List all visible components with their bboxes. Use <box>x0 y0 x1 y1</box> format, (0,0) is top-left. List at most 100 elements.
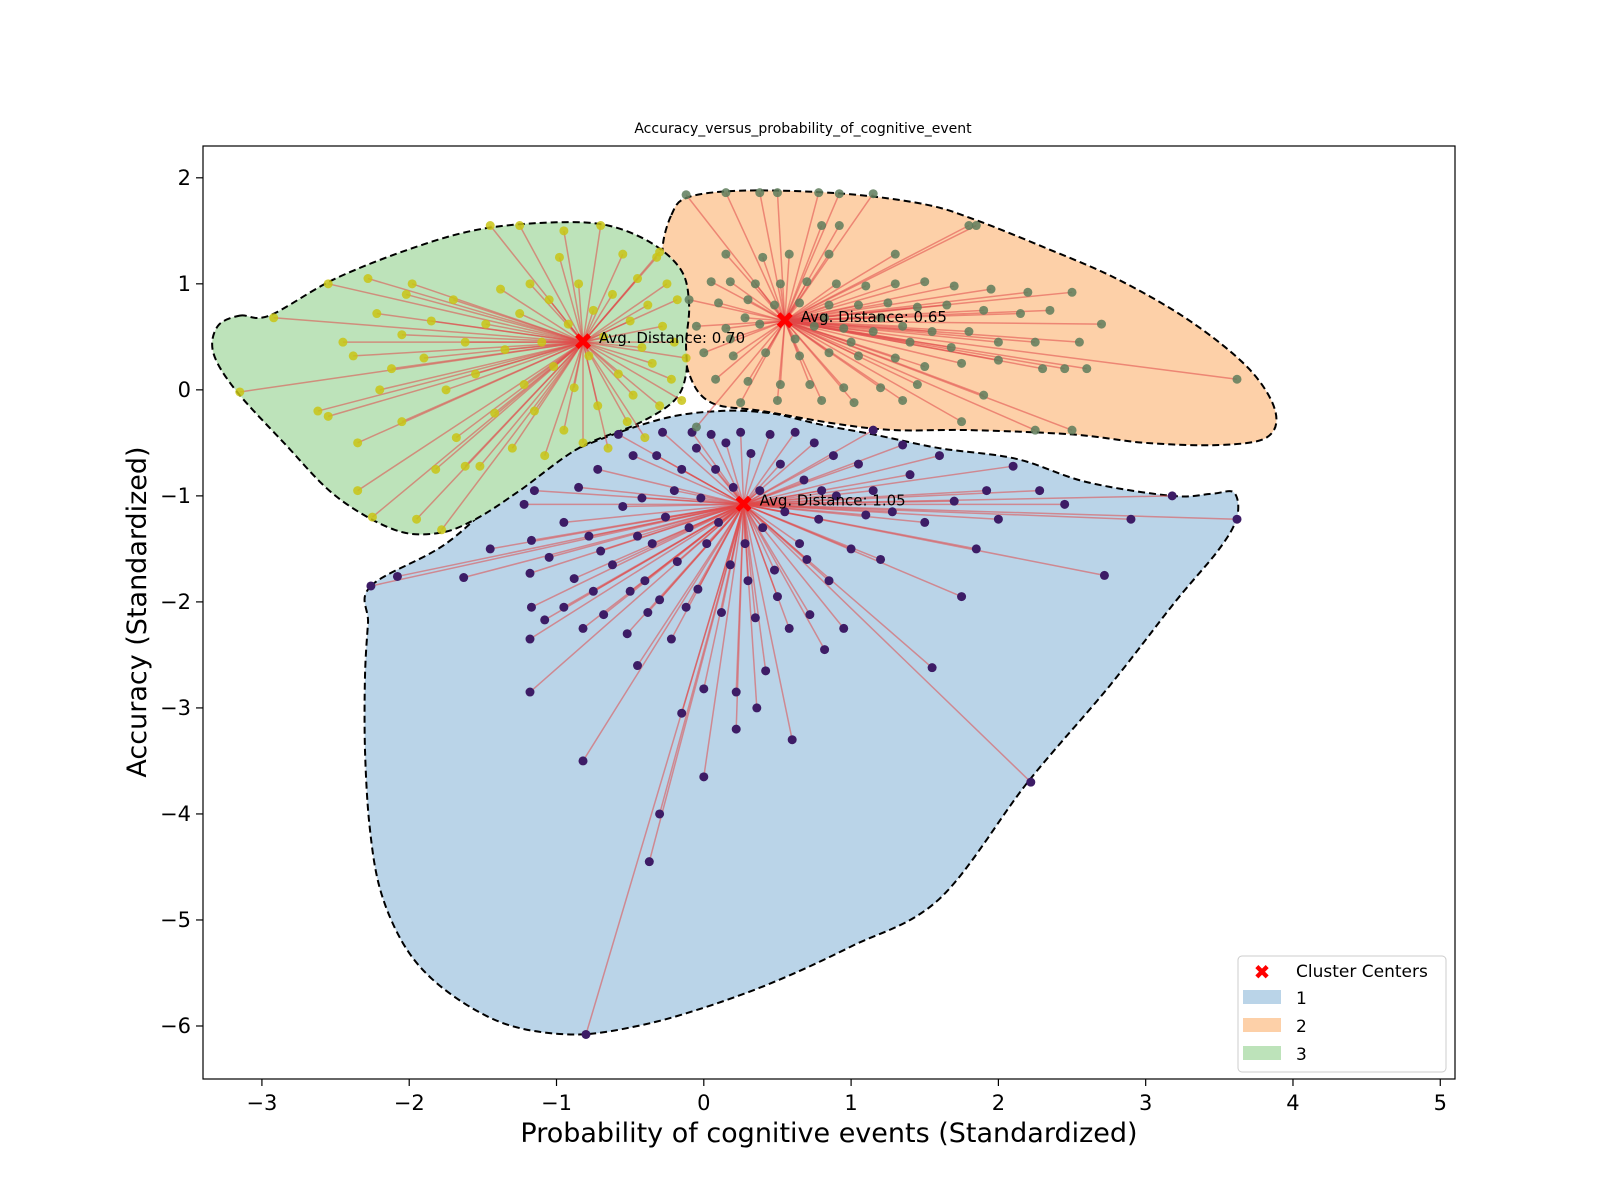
spoke-cluster-3 <box>582 341 672 380</box>
spoke-cluster-1 <box>597 468 744 506</box>
legend-center-marker: ✖ <box>1254 960 1271 984</box>
cluster-center-marker-2: ✖ <box>775 307 795 335</box>
data-point-cluster-1 <box>728 482 738 492</box>
data-point-cluster-3 <box>515 221 525 231</box>
spoke-cluster-3 <box>582 341 683 402</box>
data-point-cluster-3 <box>470 369 480 379</box>
data-point-cluster-1 <box>696 493 706 503</box>
spoke-cluster-3 <box>485 323 584 343</box>
avg-distance-label-1: Avg. Distance: 1.05 <box>760 491 906 509</box>
spoke-cluster-1 <box>703 504 745 777</box>
spoke-cluster-1 <box>743 442 815 505</box>
data-point-cluster-3 <box>372 309 382 319</box>
data-point-cluster-1 <box>596 546 606 556</box>
data-point-cluster-2 <box>790 334 800 344</box>
data-point-cluster-3 <box>677 395 687 405</box>
spoke-cluster-3 <box>582 251 661 343</box>
spoke-cluster-1 <box>700 497 744 506</box>
spoke-cluster-2 <box>759 192 786 322</box>
data-point-cluster-2 <box>740 313 750 323</box>
data-point-cluster-3 <box>460 461 470 471</box>
data-point-cluster-2 <box>775 380 785 390</box>
data-point-cluster-2 <box>834 221 844 231</box>
spoke-cluster-1 <box>622 503 744 508</box>
data-point-cluster-2 <box>853 351 863 361</box>
data-point-cluster-2 <box>868 189 878 199</box>
data-point-cluster-1 <box>693 584 703 594</box>
avg-distance-label-3: Avg. Distance: 0.70 <box>599 329 745 347</box>
legend-label-2: 2 <box>1296 1017 1307 1037</box>
data-point-cluster-1 <box>1035 486 1045 496</box>
spoke-cluster-1 <box>531 503 744 608</box>
spoke-cluster-1 <box>582 503 745 762</box>
spoke-cluster-2 <box>784 192 820 322</box>
data-point-cluster-2 <box>839 383 849 393</box>
data-point-cluster-3 <box>519 380 529 390</box>
spoke-cluster-1 <box>688 503 744 529</box>
data-point-cluster-3 <box>574 279 584 289</box>
data-point-cluster-1 <box>1026 777 1036 787</box>
data-point-cluster-1 <box>971 544 981 554</box>
spoke-cluster-2 <box>784 320 918 386</box>
data-point-cluster-3 <box>603 443 613 453</box>
x-tick-label: 1 <box>844 1091 857 1115</box>
data-point-cluster-1 <box>740 539 750 549</box>
data-point-cluster-1 <box>655 595 665 605</box>
data-point-cluster-3 <box>431 464 441 474</box>
data-point-cluster-1 <box>559 517 569 527</box>
data-point-cluster-1 <box>787 735 797 745</box>
spoke-cluster-2 <box>739 320 786 403</box>
spoke-cluster-2 <box>784 225 823 322</box>
spoke-cluster-3 <box>553 341 584 368</box>
data-point-cluster-1 <box>743 576 753 586</box>
x-tick-label: −3 <box>246 1091 277 1115</box>
data-point-cluster-3 <box>540 451 550 461</box>
data-point-cluster-3 <box>338 337 348 347</box>
spoke-cluster-3 <box>441 341 584 531</box>
legend-label-centers: Cluster Centers <box>1296 962 1428 982</box>
spoke-cluster-1 <box>742 504 793 740</box>
data-point-cluster-2 <box>883 298 893 308</box>
data-point-cluster-1 <box>669 486 679 496</box>
spoke-cluster-3 <box>582 294 614 343</box>
data-point-cluster-2 <box>1074 337 1084 347</box>
data-point-cluster-1 <box>622 629 632 639</box>
data-point-cluster-1 <box>1060 499 1070 509</box>
data-point-cluster-2 <box>1082 364 1092 374</box>
data-point-cluster-1 <box>526 535 536 545</box>
data-point-cluster-3 <box>437 525 447 535</box>
data-point-cluster-1 <box>770 565 780 575</box>
spoke-cluster-2 <box>784 254 790 321</box>
data-point-cluster-1 <box>584 531 594 541</box>
data-point-cluster-3 <box>496 284 506 294</box>
data-point-cluster-2 <box>721 188 731 198</box>
data-point-cluster-2 <box>898 321 908 331</box>
data-point-cluster-3 <box>537 337 547 347</box>
legend-swatch-1 <box>1243 990 1281 1004</box>
spoke-cluster-3 <box>401 341 584 423</box>
data-point-cluster-2 <box>706 277 716 287</box>
spoke-cluster-2 <box>784 253 896 322</box>
data-point-cluster-3 <box>397 330 407 340</box>
legend-label-1: 1 <box>1296 989 1307 1009</box>
spoke-cluster-1 <box>632 454 744 506</box>
data-point-cluster-1 <box>772 592 782 602</box>
data-point-cluster-1 <box>714 517 724 527</box>
data-point-cluster-1 <box>699 684 709 694</box>
data-point-cluster-2 <box>736 398 746 408</box>
spoke-cluster-2 <box>696 320 785 327</box>
data-point-cluster-3 <box>593 401 603 411</box>
spoke-cluster-3 <box>500 288 584 343</box>
spoke-cluster-1 <box>529 503 744 640</box>
spoke-cluster-1 <box>641 497 744 506</box>
data-point-cluster-1 <box>927 663 937 673</box>
spoke-cluster-2 <box>784 320 962 423</box>
spoke-cluster-2 <box>784 320 1102 325</box>
spoke-cluster-1 <box>710 434 745 505</box>
spoke-cluster-3 <box>357 341 584 492</box>
data-point-cluster-2 <box>1096 319 1106 329</box>
data-point-cluster-1 <box>887 507 897 517</box>
y-axis-title: Accuracy (Standardized) <box>122 446 153 777</box>
spoke-cluster-1 <box>743 465 1014 506</box>
spoke-cluster-1 <box>743 503 925 524</box>
